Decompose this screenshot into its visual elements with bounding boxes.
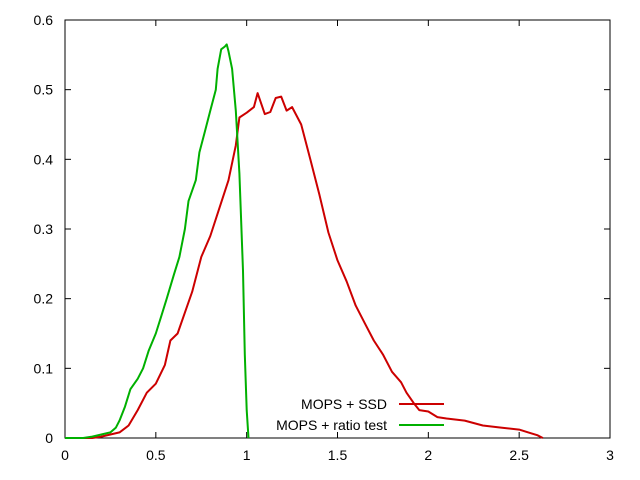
x-tick-label: 2 xyxy=(424,447,432,463)
x-tick-label: 1 xyxy=(243,447,251,463)
x-tick-label: 0 xyxy=(61,447,69,463)
y-tick-label: 0.5 xyxy=(34,82,54,98)
y-tick-label: 0.2 xyxy=(34,291,54,307)
legend: MOPS + SSD MOPS + ratio test xyxy=(276,396,444,433)
plot-frame xyxy=(64,19,611,439)
y-tick-label: 0 xyxy=(45,430,53,446)
legend-label: MOPS + SSD xyxy=(301,396,387,412)
series-line-mops-ratio-test xyxy=(65,43,250,439)
x-axis-ticks: 0 0.5 1 1.5 2 2.5 3 xyxy=(61,20,614,463)
series-layer xyxy=(65,43,544,439)
x-tick-label: 1.5 xyxy=(328,447,348,463)
x-tick-label: 0.5 xyxy=(146,447,166,463)
series-line-mops-ssd xyxy=(65,92,544,439)
x-tick-label: 2.5 xyxy=(509,447,529,463)
legend-label: MOPS + ratio test xyxy=(276,417,387,433)
x-tick-label: 3 xyxy=(606,447,614,463)
y-tick-label: 0.3 xyxy=(34,221,54,237)
y-tick-label: 0.4 xyxy=(34,151,54,167)
y-tick-label: 0.1 xyxy=(34,360,54,376)
y-axis-ticks: 0 0.1 0.2 0.3 0.4 0.5 0.6 xyxy=(34,12,610,446)
y-tick-label: 0.6 xyxy=(34,12,54,28)
